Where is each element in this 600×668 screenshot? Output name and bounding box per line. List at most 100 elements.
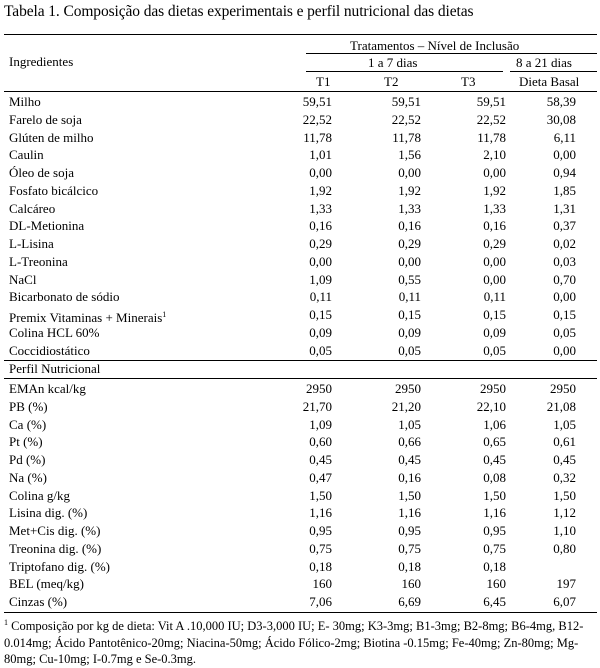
table-row: Bicarbonato de sódio 0,11 0,11 0,11 0,00 [4,288,597,306]
table-row: Treonina dig. (%) 0,75 0,75 0,75 0,80 [4,540,597,558]
cell-t2: 22,52 [391,111,421,127]
row-label-text: Pt (%) [9,434,43,450]
table-row: Na (%) 0,47 0,16 0,08 0,32 [4,469,597,487]
cell-t3: 0,05 [483,342,506,358]
cell-t3: 0,29 [483,236,506,251]
cell-basal: 0,00 [553,342,576,358]
cell-t3: 0,15 [483,307,506,322]
table-top-rule [4,34,597,35]
table-row: Premix Vitaminas + Minerais1 0,15 0,15 0,15… [4,306,597,327]
cell-basal: 30,08 [546,111,576,127]
row-label-text: Óleo de soja [9,165,74,180]
cell-t1: 1,33 [309,200,332,216]
table-row: DL-Metionina 0,16 0,16 0,16 0,37 [4,217,597,235]
footnote-marker: 1 [4,618,8,627]
cell-basal: 0,37 [553,218,576,234]
row-label: Bicarbonato de sódio [9,288,119,306]
cell-t3: 22,10 [476,398,506,414]
cell-t1: 0,11 [309,289,332,305]
row-label-text: NaCl [9,271,37,287]
cell-t1: 2950 [306,381,332,396]
cell-basal: 1,31 [553,200,576,216]
cell-t2: 0,11 [398,289,421,305]
row-label: Milho [9,93,41,111]
cell-basal: 0,61 [553,434,576,450]
row-label: Premix Vitaminas + Minerais1 [9,306,166,327]
row-label-text: Treonina dig. (%) [9,540,102,556]
cell-t3: 0,65 [483,434,506,450]
cell-t3: 0,08 [483,469,506,485]
table-row: Cinzas (%) 7,06 6,69 6,45 6,07 [4,593,597,611]
cell-t1: 1,09 [309,416,332,432]
table-row: Farelo de soja 22,52 22,52 22,52 30,08 [4,111,597,129]
cell-t1: 0,00 [309,253,332,269]
cell-t3: 1,92 [483,182,506,198]
cell-t1: 1,09 [309,271,332,287]
cell-t2: 6,69 [398,594,421,609]
cell-t1: 0,95 [309,523,332,538]
row-label-text: BEL (meq/kg) [9,576,84,592]
row-label: Glúten de milho [9,129,94,147]
cell-basal: 1,12 [553,505,576,521]
col-header-t2: T2 [384,74,399,89]
cell-t2: 59,51 [391,94,421,109]
row-label: DL-Metionina [9,217,84,235]
row-label-text: Calcáreo [9,200,56,216]
row-label-text: Colina g/kg [9,487,71,503]
treatments-underline [306,53,597,54]
cell-t2: 1,92 [398,182,421,198]
cell-t3: 0,00 [483,165,506,180]
row-label-text: Glúten de milho [9,129,94,145]
cell-t3: 0,18 [483,558,506,574]
table-row: BEL (meq/kg) 160 160 160 197 [4,575,597,593]
col-header-basal: Dieta Basal [519,74,580,89]
table-row: Triptofano dig. (%) 0,18 0,18 0,18 [4,558,597,576]
cell-t2: 1,05 [398,416,421,432]
table-row: Óleo de soja 0,00 0,00 0,00 0,94 [4,164,597,182]
row-label-text: PB (%) [9,398,48,414]
cell-t1: 0,60 [309,434,332,450]
period-2-underline [510,71,597,72]
cell-basal: 0,80 [553,540,576,556]
cell-t1: 21,70 [302,398,332,414]
table-bottom-rule [4,612,597,613]
cell-basal: 6,07 [553,594,576,609]
cell-t2: 0,15 [398,307,421,322]
table-row: Pd (%) 0,45 0,45 0,45 0,45 [4,451,597,469]
row-label-text: Cinzas (%) [9,594,68,609]
cell-t2: 0,16 [398,469,421,485]
cell-t2: 1,56 [398,147,421,163]
row-label: Pd (%) [9,451,45,469]
row-label: Colina HCL 60% [9,324,100,342]
row-label: NaCl [9,271,36,289]
row-label-text: Premix Vitaminas + Minerais [9,310,163,325]
cell-basal: 1,05 [553,416,576,432]
cell-t3: 160 [486,576,507,592]
row-label-text: Met+Cis dig. (%) [9,523,101,538]
cell-t1: 160 [312,576,333,592]
cell-t2: 0,09 [398,324,421,340]
row-label: Óleo de soja [9,164,74,182]
cell-basal: 1,50 [553,487,576,503]
table-row: Caulin 1,01 1,56 2,10 0,00 [4,146,597,164]
row-label-text: Lisina dig. (%) [9,505,88,521]
cell-t2: 0,29 [398,236,421,251]
cell-t3: 0,95 [483,523,506,538]
cell-t3: 1,16 [483,505,506,521]
cell-t1: 1,92 [309,182,332,198]
footnote-text: Composição por kg de dieta: Vit A .10,00… [4,619,584,666]
row-label: Cinzas (%) [9,593,67,611]
cell-basal: 0,00 [553,289,576,305]
cell-basal: 197 [556,576,577,592]
col-header-t1: T1 [316,74,331,89]
cell-t1: 1,16 [309,505,332,521]
cell-t3: 11,78 [477,129,506,145]
cell-t3: 59,51 [476,94,506,109]
footnote: 1 Composição por kg de dieta: Vit A .10,… [4,615,594,668]
cell-t3: 1,50 [483,487,506,503]
table-caption: Tabela 1. Composição das dietas experime… [4,3,474,20]
row-label: PB (%) [9,398,48,416]
cell-basal: 0,02 [553,236,576,251]
row-label: Caulin [9,146,44,164]
header-bottom-rule [4,91,597,92]
